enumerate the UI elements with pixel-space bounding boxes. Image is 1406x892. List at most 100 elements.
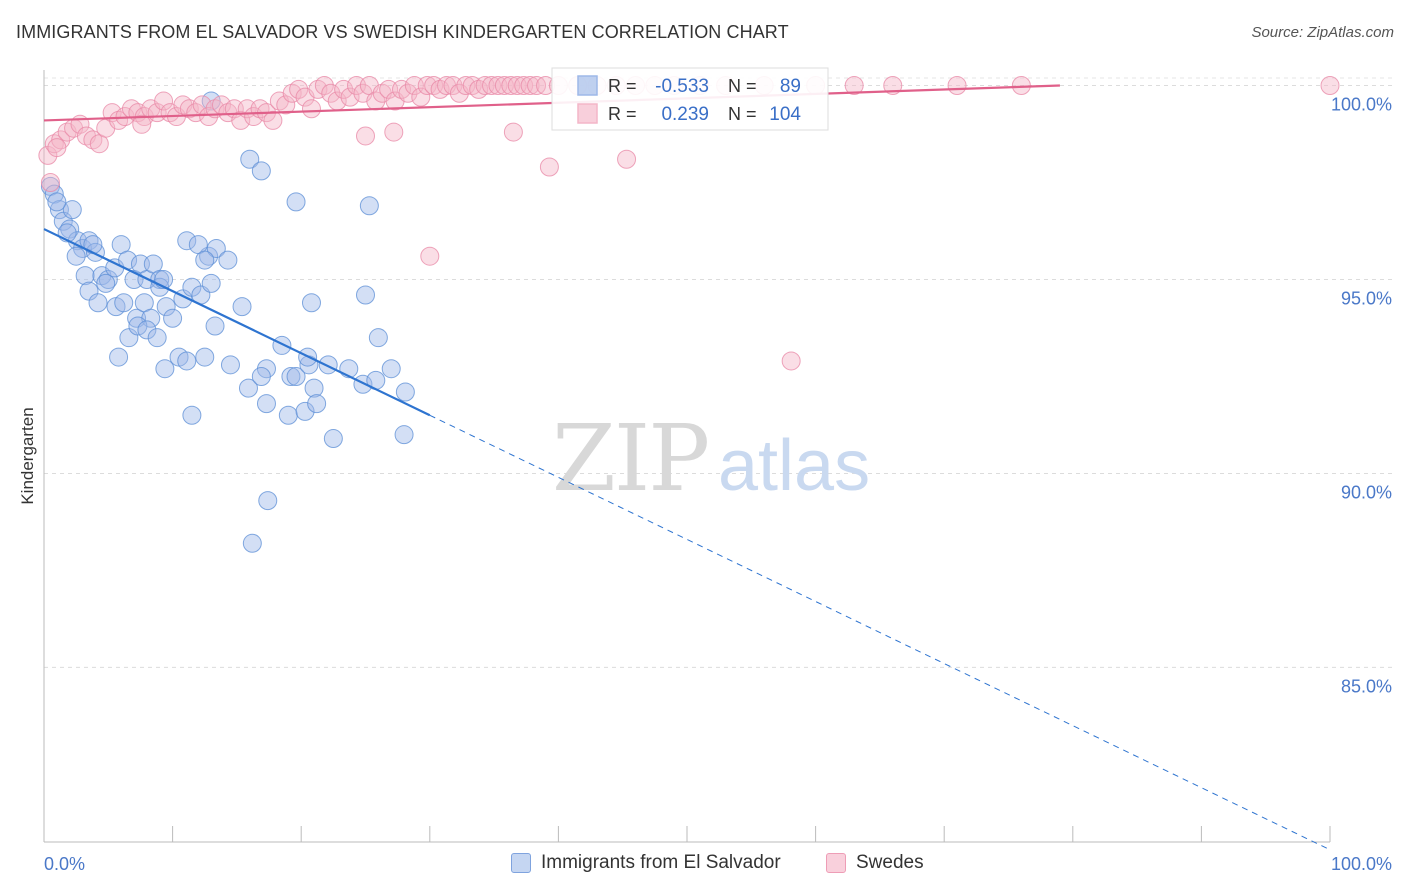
point-s0-1[interactable] [44,184,64,204]
point-s0-48[interactable] [195,250,215,270]
point-s1-46[interactable] [321,83,341,103]
point-s0-37[interactable] [137,320,157,340]
point-s1-48[interactable] [334,79,354,99]
point-s1-102[interactable] [781,351,801,371]
point-s1-91[interactable] [844,76,864,96]
point-s0-89[interactable] [359,196,379,216]
point-s0-60[interactable] [318,355,338,375]
point-s1-58[interactable] [398,83,418,103]
point-s1-97[interactable] [384,122,404,142]
point-s0-65[interactable] [395,382,415,402]
point-s1-32[interactable] [231,110,251,130]
point-s0-26[interactable] [88,293,108,313]
point-s0-73[interactable] [295,401,315,421]
chart-source: Source: ZipAtlas.com [1251,24,1394,41]
stats-n-value-0: 89 [780,76,801,97]
legend-swatch-swedes [826,853,846,873]
watermark-atlas: atlas [718,426,870,506]
y-tick-label-1: 95.0% [1341,288,1392,308]
point-s0-83[interactable] [323,429,343,449]
point-s0-71[interactable] [256,394,276,414]
point-s0-76[interactable] [251,366,271,386]
point-s1-77[interactable] [520,76,540,96]
point-s1-99[interactable] [539,157,559,177]
point-s0-36[interactable] [128,316,148,336]
point-s0-13[interactable] [75,266,95,286]
point-s1-37[interactable] [263,110,283,130]
point-s0-84[interactable] [258,491,278,511]
y-tick-label-0: 100.0% [1331,95,1392,115]
point-s0-29[interactable] [114,293,134,313]
point-s1-27[interactable] [199,107,219,127]
point-s0-45[interactable] [218,250,238,270]
point-s0-10[interactable] [47,192,67,212]
point-s0-59[interactable] [304,378,324,398]
point-s1-94[interactable] [1011,76,1031,96]
point-s0-44[interactable] [206,238,226,258]
point-s1-10[interactable] [40,173,60,193]
point-s1-43[interactable] [301,99,321,119]
point-s0-54[interactable] [155,359,175,379]
point-s0-27[interactable] [96,273,116,293]
point-s0-14[interactable] [83,235,103,255]
point-s1-41[interactable] [289,79,309,99]
point-s0-50[interactable] [109,347,129,367]
point-s0-82[interactable] [394,425,414,445]
x-tick-label-0: 0.0% [44,854,85,874]
point-s1-49[interactable] [340,87,360,107]
point-s0-56[interactable] [281,366,301,386]
point-s0-78[interactable] [368,328,388,348]
point-s1-101[interactable] [420,246,440,266]
point-s1-20[interactable] [154,91,174,111]
point-s0-49[interactable] [201,273,221,293]
point-s0-79[interactable] [272,335,292,355]
point-s0-88[interactable] [286,192,306,212]
stats-r-label-1: R = [608,104,637,124]
point-s1-103[interactable] [132,114,152,134]
point-s0-39[interactable] [163,308,183,328]
point-s1-93[interactable] [947,76,967,96]
point-s0-46[interactable] [177,231,197,251]
point-s1-25[interactable] [186,103,206,123]
stats-r-value-0: -0.533 [655,76,709,97]
point-s0-53[interactable] [220,355,240,375]
point-s0-38[interactable] [147,328,167,348]
legend-swatch-el-salvador [511,853,531,873]
stats-swatch-1 [577,103,598,124]
point-s0-74[interactable] [307,394,327,414]
point-s0-80[interactable] [301,293,321,313]
point-s0-75[interactable] [182,405,202,425]
point-s0-5[interactable] [62,200,82,220]
point-s1-11[interactable] [47,138,67,158]
point-s0-64[interactable] [381,359,401,379]
point-s1-98[interactable] [503,122,523,142]
point-s0-68[interactable] [205,316,225,336]
point-s0-66[interactable] [232,297,252,317]
point-s1-39[interactable] [276,95,296,115]
stats-n-label-1: N = [728,104,757,124]
point-s1-100[interactable] [617,149,637,169]
legend-item-swedes[interactable]: Swedes [826,852,924,874]
stats-r-label-0: R = [608,76,637,96]
point-s0-70[interactable] [238,378,258,398]
point-s1-95[interactable] [1320,76,1340,96]
stats-n-value-1: 104 [769,104,801,125]
point-s0-87[interactable] [251,161,271,181]
point-s1-67[interactable] [456,76,476,96]
y-tick-label-2: 90.0% [1341,482,1392,502]
point-s0-12[interactable] [66,246,86,266]
legend-item-el-salvador[interactable]: Immigrants from El Salvador [511,852,781,874]
point-s1-96[interactable] [356,126,375,146]
point-s0-86[interactable] [240,149,260,169]
point-s1-45[interactable] [314,76,334,96]
point-s0-85[interactable] [242,533,262,553]
point-s0-72[interactable] [278,405,298,425]
point-s1-61[interactable] [417,76,437,96]
point-s1-60[interactable] [411,87,431,107]
point-s0-67[interactable] [177,351,197,371]
point-s0-34[interactable] [156,297,176,317]
point-s0-57[interactable] [286,366,306,386]
point-s0-81[interactable] [356,285,375,305]
point-s0-52[interactable] [195,347,215,367]
